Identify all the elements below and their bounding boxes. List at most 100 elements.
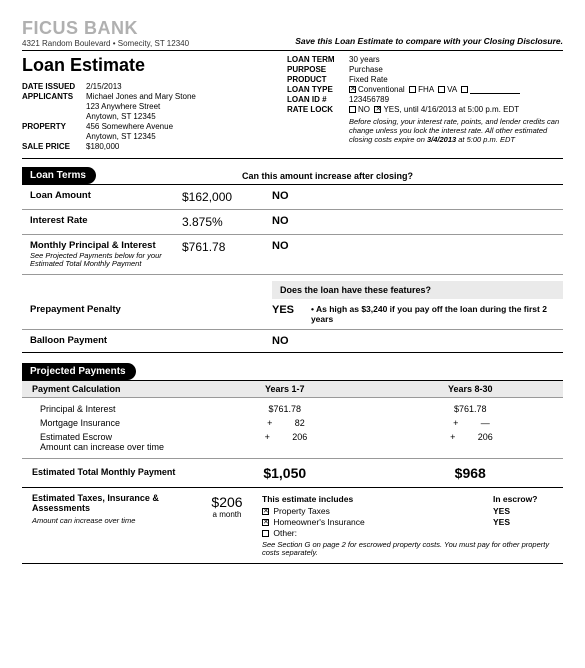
esc-v1: 206 <box>292 432 307 452</box>
loan-terms-header: Loan Terms Can this amount increase afte… <box>22 167 563 185</box>
years-2: Years 8-30 <box>378 384 564 394</box>
info-row: Loan Estimate DATE ISSUED2/15/2013 APPLI… <box>22 55 563 159</box>
features-q: Does the loan have these features? <box>272 281 563 299</box>
loan-term: 30 years <box>349 55 563 64</box>
calc-body: Principal & Interest$761.78$761.78 Mortg… <box>22 398 563 459</box>
applicant-addr2: Anytown, ST 12345 <box>86 112 267 121</box>
bank-address: 4321 Random Boulevard • Somecity, ST 123… <box>22 39 189 48</box>
checkbox-va <box>438 86 445 93</box>
header: FICUS BANK 4321 Random Boulevard • Somec… <box>22 18 563 51</box>
lt-label: Monthly Principal & Interest <box>30 240 182 251</box>
loan-id-label: LOAN ID # <box>287 95 349 104</box>
includes-label: This estimate includes <box>262 494 493 504</box>
lf-answer: NO <box>272 335 304 347</box>
escrow-label: In escrow? <box>493 494 563 504</box>
loan-terms-pill: Loan Terms <box>22 167 96 184</box>
assessments: Estimated Taxes, Insurance & Assessments… <box>22 488 563 565</box>
checkbox-fha <box>409 86 416 93</box>
projected-header: Projected Payments <box>22 363 563 380</box>
checkbox-icon <box>262 508 269 515</box>
checkbox-icon <box>262 519 269 526</box>
projected-pill: Projected Payments <box>22 363 136 380</box>
assess-item: Other: <box>262 528 563 538</box>
calc-label: Payment Calculation <box>22 384 192 394</box>
loan-id: 123456789 <box>349 95 563 104</box>
property2: Anytown, ST 12345 <box>86 132 267 141</box>
lt-label: Interest Rate <box>30 215 182 226</box>
lt-value: 3.875% <box>182 215 272 229</box>
lf-label: Balloon Payment <box>30 335 182 346</box>
lt-answer: NO <box>272 215 304 227</box>
assess-item-label: Property Taxes <box>273 506 330 516</box>
other-blank <box>470 86 520 94</box>
assess-per: a month <box>192 510 262 519</box>
rate-lock-note: Before closing, your interest rate, poin… <box>287 117 563 144</box>
calc-header: Payment Calculation Years 1-7 Years 8-30 <box>22 380 563 398</box>
pi-label: Principal & Interest <box>22 404 192 414</box>
save-note: Save this Loan Estimate to compare with … <box>295 36 563 48</box>
checkbox-yes <box>374 106 381 113</box>
total-v2: $968 <box>378 465 564 481</box>
checkbox-icon <box>262 530 269 537</box>
assess-item-label: Other: <box>273 528 297 538</box>
loan-type-label: LOAN TYPE <box>287 85 349 94</box>
loan-term-row: Monthly Principal & InterestSee Projecte… <box>22 235 563 275</box>
left-col: Loan Estimate DATE ISSUED2/15/2013 APPLI… <box>22 55 267 152</box>
product-label: PRODUCT <box>287 75 349 84</box>
lt-sub: See Projected Payments below for your Es… <box>30 252 182 269</box>
checkbox-other <box>461 86 468 93</box>
assess-item-label: Homeowner's Insurance <box>273 517 364 527</box>
date-issued: 2/15/2013 <box>86 82 267 91</box>
assess-item-escrow: YES <box>493 517 563 527</box>
sale-price: $180,000 <box>86 142 267 151</box>
lt-answer: NO <box>272 190 304 202</box>
pi-v1: $761.78 <box>192 404 378 414</box>
loan-terms-rows: Loan Amount$162,000NOInterest Rate3.875%… <box>22 185 563 275</box>
lf-detail: • As high as $3,240 if you pay off the l… <box>311 304 563 324</box>
purpose-label: PURPOSE <box>287 65 349 74</box>
assess-item: Property Taxes YES <box>262 506 563 516</box>
loan-term-row: Loan Amount$162,000NO <box>22 185 563 210</box>
lt-value: $162,000 <box>182 190 272 204</box>
loan-feature-row: Prepayment Penalty YES • As high as $3,240… <box>22 299 563 330</box>
loan-term-label: LOAN TERM <box>287 55 349 64</box>
assess-item-escrow: YES <box>493 506 563 516</box>
assess-item: Homeowner's Insurance YES <box>262 517 563 527</box>
loan-type: Conventional FHA VA <box>349 85 563 94</box>
applicants: Michael Jones and Mary Stone <box>86 92 267 101</box>
esc-sub: Amount can increase over time <box>40 442 192 452</box>
lt-answer: NO <box>272 240 304 252</box>
rate-lock: NO YES, until 4/16/2013 at 5:00 p.m. EDT <box>349 105 563 114</box>
property1: 456 Somewhere Avenue <box>86 122 267 131</box>
esc-label: Estimated Escrow <box>40 432 112 442</box>
page-title: Loan Estimate <box>22 55 267 76</box>
rate-lock-label: RATE LOCK <box>287 105 349 114</box>
loan-term-row: Interest Rate3.875%NO <box>22 210 563 235</box>
property-label: PROPERTY <box>22 122 86 131</box>
loan-terms-q: Can this amount increase after closing? <box>242 171 563 181</box>
product: Fixed Rate <box>349 75 563 84</box>
lf-answer: YES <box>272 304 303 324</box>
lf-label: Prepayment Penalty <box>30 304 182 315</box>
total-row: Estimated Total Monthly Payment $1,050 $… <box>22 459 563 488</box>
total-v1: $1,050 <box>192 465 378 481</box>
pi-v2: $761.78 <box>378 404 564 414</box>
right-col: LOAN TERM30 years PURPOSEPurchase PRODUC… <box>287 55 563 152</box>
mi-v1: 82 <box>295 418 305 428</box>
mi-label: Mortgage Insurance <box>22 418 192 428</box>
assess-sub: Amount can increase over time <box>32 516 192 525</box>
assess-foot: See Section G on page 2 for escrowed pro… <box>262 541 563 558</box>
loan-features-rows: Prepayment Penalty YES • As high as $3,240… <box>22 299 563 353</box>
lt-label: Loan Amount <box>30 190 182 201</box>
bank-name: FICUS BANK <box>22 18 189 39</box>
esc-v2: 206 <box>478 432 493 452</box>
sale-price-label: SALE PRICE <box>22 142 86 151</box>
years-1: Years 1-7 <box>192 384 378 394</box>
checkbox-conventional <box>349 86 356 93</box>
mi-v2: — <box>481 418 490 428</box>
lt-value: $761.78 <box>182 240 272 254</box>
assess-val: $206 <box>192 494 262 510</box>
applicant-addr1: 123 Anywhere Street <box>86 102 267 111</box>
checkbox-no <box>349 106 356 113</box>
assess-item-escrow <box>493 528 563 538</box>
